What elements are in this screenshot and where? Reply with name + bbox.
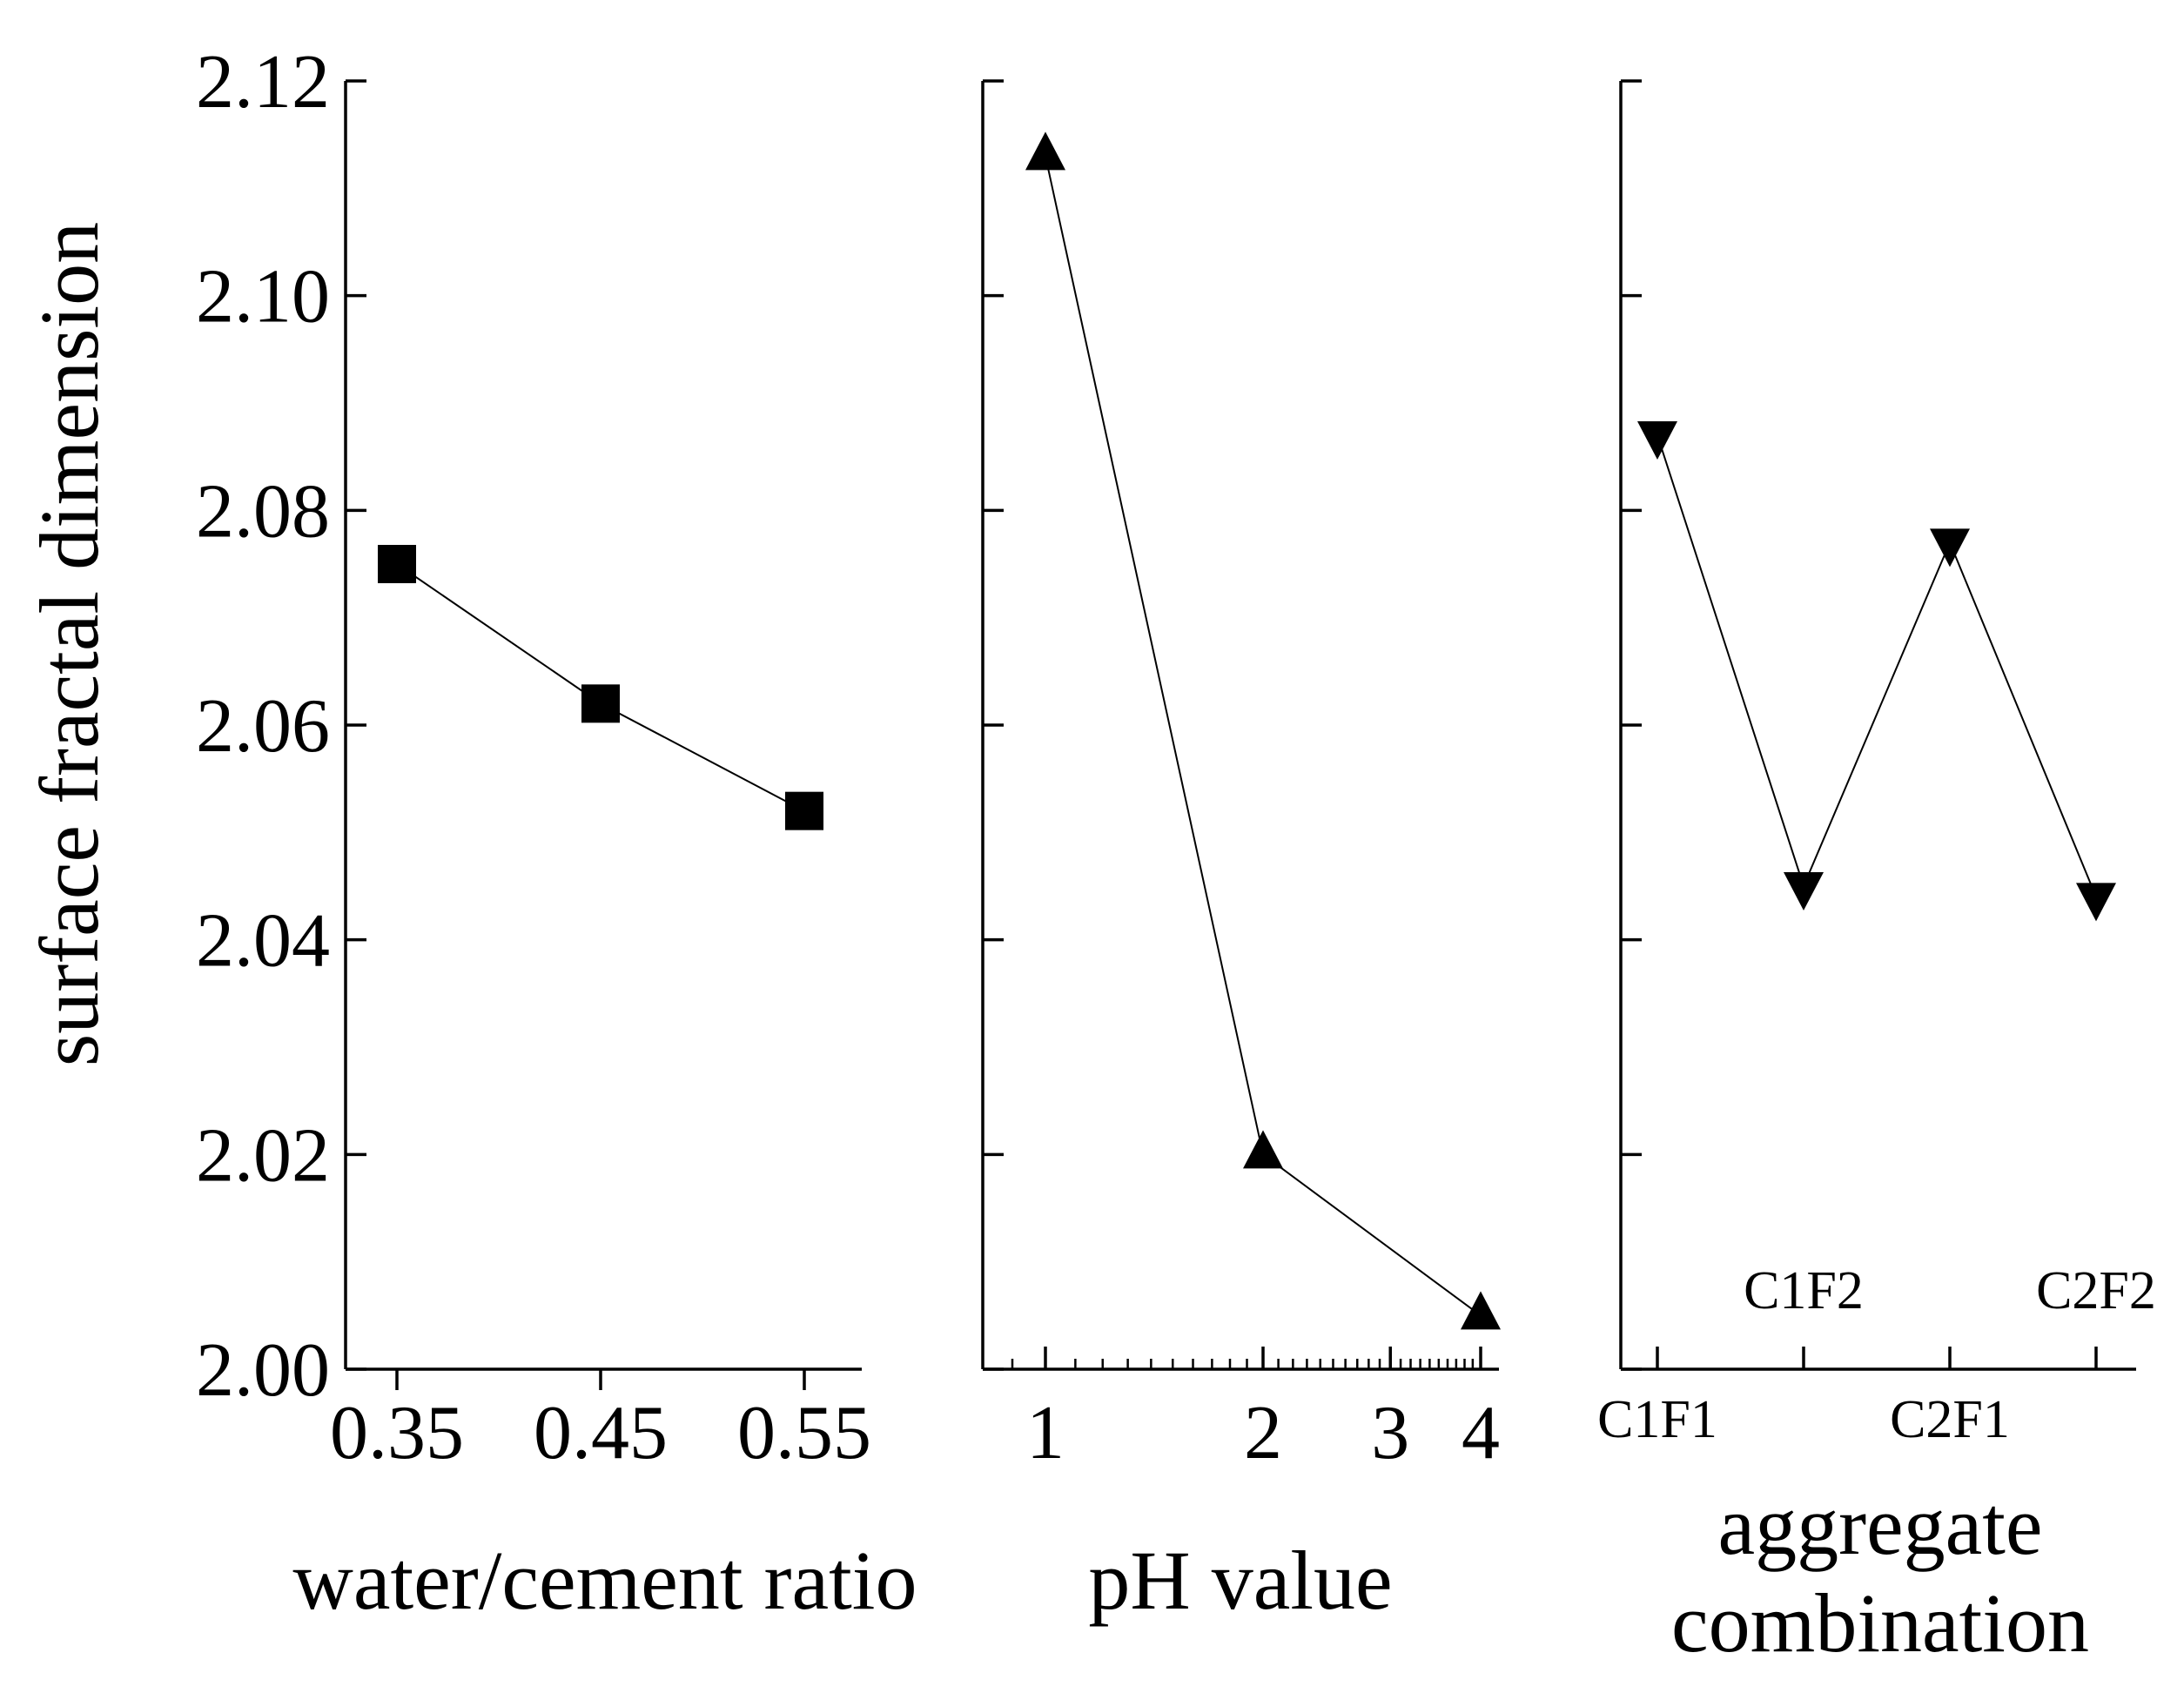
- x-tick-label: 2: [1244, 1391, 1282, 1475]
- y-tick-label: 2.08: [196, 469, 330, 554]
- panel-1-axes: [344, 79, 862, 1390]
- x-axis-title-aggregate-combination: aggregate combination: [1671, 1479, 2089, 1669]
- x-tick-label: 0.35: [330, 1391, 464, 1475]
- y-tick-label: 2.12: [196, 40, 330, 124]
- y-tick-label: 2.04: [196, 899, 330, 984]
- y-tick-label: 2.00: [196, 1328, 330, 1413]
- data-point: [581, 684, 620, 723]
- x-tick-label: C2F1: [1890, 1390, 2010, 1449]
- data-point: [1637, 421, 1677, 460]
- panel-2-series: [1025, 131, 1501, 1330]
- x-axis-title-line-1: aggregate: [1717, 1479, 2042, 1572]
- x-axis-title-water-cement-ratio: water/cement ratio: [293, 1534, 917, 1627]
- data-point: [1930, 528, 1970, 568]
- panel-3-labels: C1F1 C1F2 C2F1 C2F2: [1597, 1261, 2156, 1449]
- x-tick-label: C1F2: [1744, 1261, 1864, 1320]
- panel-3-axes: [1619, 79, 2136, 1371]
- x-tick-label: C1F1: [1597, 1390, 1717, 1449]
- x-tick-label: C2F2: [2036, 1261, 2156, 1320]
- x-axis-title-line-2: combination: [1671, 1576, 2089, 1669]
- y-tick-label: 2.02: [196, 1113, 330, 1198]
- panel-1-series: [378, 545, 823, 830]
- data-point: [2076, 883, 2116, 922]
- panel-1-labels: 2.00 2.02 2.04 2.06 2.08 2.10 2.12 0.35 0.45 0.55: [196, 40, 871, 1475]
- panel-3-series: [1637, 421, 2116, 922]
- panel-water-cement-ratio: 2.00 2.02 2.04 2.06 2.08 2.10 2.12 0.35 0.45 0.55…: [196, 40, 917, 1627]
- x-tick-label: 0.45: [534, 1391, 668, 1475]
- y-axis-title: surface fractal dimension: [23, 222, 116, 1066]
- panel-2-axes: [981, 79, 1499, 1371]
- x-tick-label: 0.55: [737, 1391, 871, 1475]
- data-point: [1461, 1291, 1501, 1330]
- x-tick-label: 1: [1026, 1391, 1065, 1475]
- data-point: [785, 791, 823, 830]
- data-point: [1025, 131, 1065, 171]
- data-point: [378, 545, 416, 583]
- x-axis-title-ph-value: pH value: [1088, 1534, 1392, 1627]
- data-point: [1784, 872, 1824, 910]
- panel-aggregate-combination: C1F1 C1F2 C2F1 C2F2 aggregate combination: [1597, 79, 2156, 1669]
- data-point: [1243, 1130, 1283, 1169]
- series-line: [1656, 434, 2097, 897]
- y-tick-label: 2.06: [196, 684, 330, 769]
- y-tick-label: 2.10: [196, 255, 330, 339]
- x-tick-label: 3: [1371, 1391, 1409, 1475]
- x-tick-label: 4: [1462, 1391, 1500, 1475]
